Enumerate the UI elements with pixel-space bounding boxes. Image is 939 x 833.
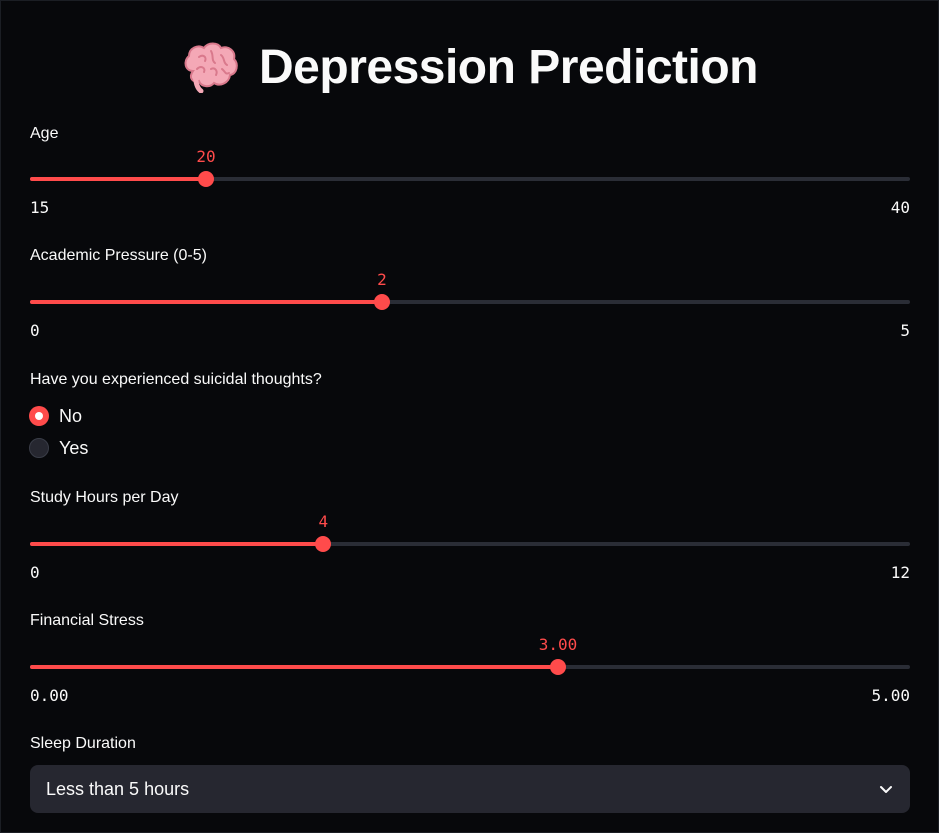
chevron-down-icon[interactable] <box>878 781 894 797</box>
slider-min: 0.00 <box>30 686 69 705</box>
slider-fill <box>30 300 382 304</box>
sleep-duration-label: Sleep Duration <box>30 735 136 752</box>
slider-track[interactable] <box>30 542 910 546</box>
financial-stress-slider[interactable]: 3.00 0.00 5.00 <box>30 620 910 705</box>
slider-track[interactable] <box>30 177 910 181</box>
brain-icon <box>181 41 239 94</box>
slider-max: 12 <box>890 563 910 582</box>
slider-value: 20 <box>196 147 216 166</box>
slider-min: 0 <box>30 321 40 340</box>
slider-thumb[interactable] <box>550 659 566 675</box>
slider-max: 40 <box>890 198 910 217</box>
slider-fill <box>30 177 206 181</box>
radio-label-yes: Yes <box>59 437 89 458</box>
age-slider[interactable]: 20 15 40 <box>30 132 910 217</box>
age-label: Age <box>30 125 59 142</box>
select-value: Less than 5 hours <box>46 778 190 799</box>
slider-min: 0 <box>30 563 40 582</box>
slider-track[interactable] <box>30 300 910 304</box>
slider-value: 4 <box>318 512 329 531</box>
slider-max: 5 <box>900 321 910 340</box>
radio-option-no[interactable]: No <box>29 405 82 427</box>
slider-max: 5.00 <box>871 686 910 705</box>
financial-stress-label: Financial Stress <box>30 612 144 629</box>
page-title-text: Depression Prediction <box>259 40 758 94</box>
study-hours-label: Study Hours per Day <box>30 489 179 506</box>
radio-button-no[interactable] <box>29 406 49 426</box>
slider-thumb[interactable] <box>374 294 390 310</box>
sleep-duration-select[interactable]: Less than 5 hours <box>30 765 910 813</box>
slider-fill <box>30 665 558 669</box>
radio-option-yes[interactable]: Yes <box>29 437 88 459</box>
slider-value: 3.00 <box>538 635 578 654</box>
radio-button-yes[interactable] <box>29 438 49 458</box>
slider-thumb[interactable] <box>315 536 332 552</box>
slider-min: 15 <box>30 198 50 217</box>
page-title: Depression Prediction <box>1 35 938 99</box>
slider-value: 2 <box>377 270 387 289</box>
slider-fill <box>30 542 324 546</box>
radio-label-no: No <box>59 405 83 426</box>
suicidal-thoughts-label: Have you experienced suicidal thoughts? <box>30 371 322 388</box>
study-hours-slider[interactable]: 4 0 12 <box>30 497 910 582</box>
academic-pressure-label: Academic Pressure (0-5) <box>30 247 207 264</box>
academic-pressure-slider[interactable]: 2 0 5 <box>30 255 910 340</box>
slider-thumb[interactable] <box>198 171 214 187</box>
